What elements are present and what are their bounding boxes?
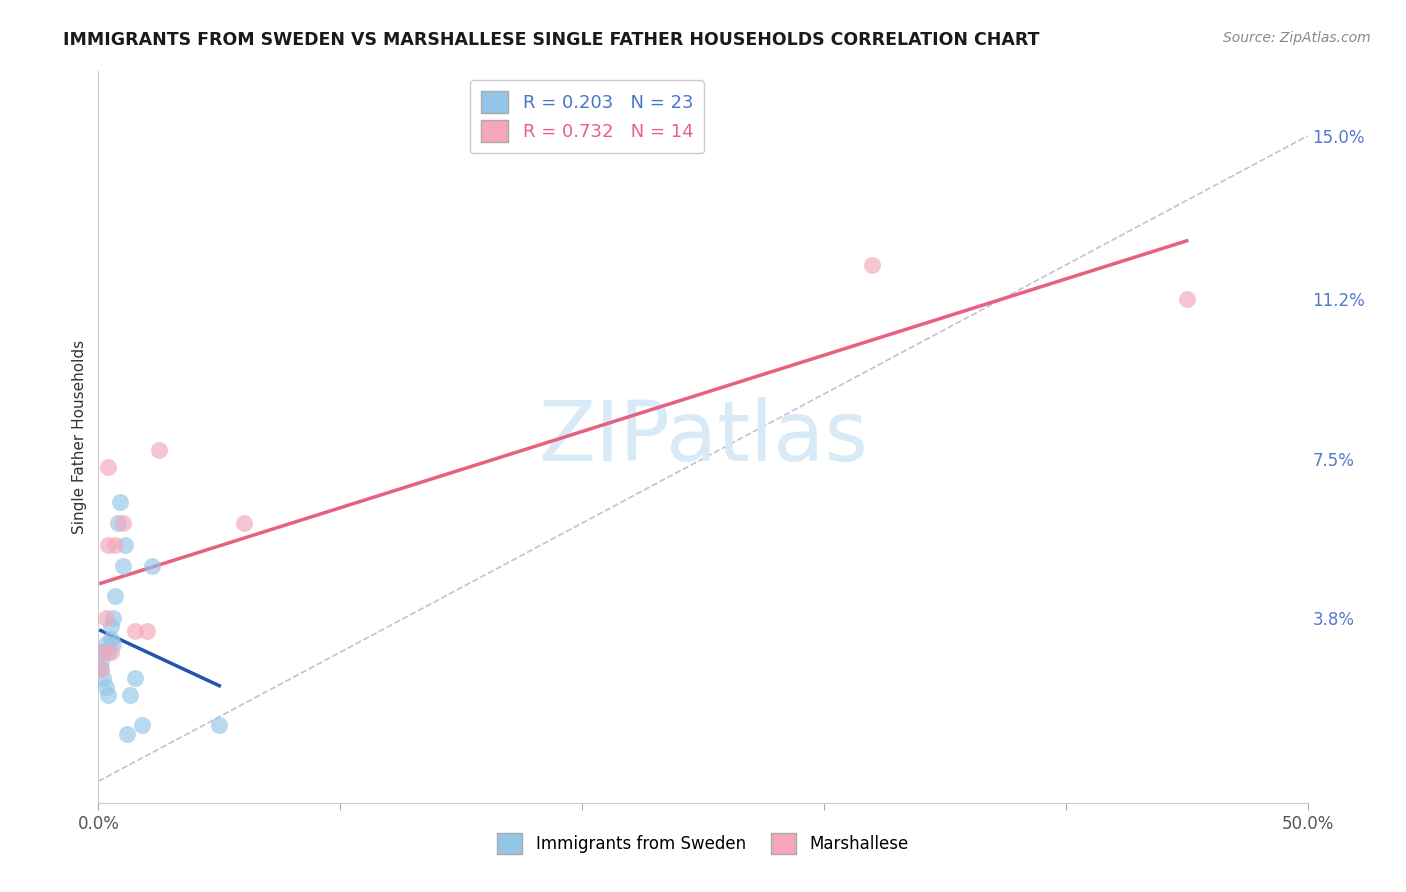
Legend: Immigrants from Sweden, Marshallese: Immigrants from Sweden, Marshallese — [491, 827, 915, 860]
Point — [124, 624, 146, 638]
Point — [117, 727, 139, 741]
Point — [97, 688, 120, 702]
Point — [100, 619, 122, 633]
Point — [118, 688, 141, 702]
Point — [91, 671, 114, 685]
Point — [101, 611, 124, 625]
Point — [208, 718, 231, 732]
Point — [124, 671, 146, 685]
Point — [135, 624, 157, 638]
Point — [100, 632, 122, 647]
Point — [90, 654, 112, 668]
Y-axis label: Single Father Households: Single Father Households — [72, 340, 87, 534]
Point — [111, 516, 134, 530]
Point — [1175, 293, 1198, 307]
Point — [111, 559, 134, 574]
Text: IMMIGRANTS FROM SWEDEN VS MARSHALLESE SINGLE FATHER HOUSEHOLDS CORRELATION CHART: IMMIGRANTS FROM SWEDEN VS MARSHALLESE SI… — [63, 31, 1040, 49]
Point — [104, 589, 127, 603]
Point — [94, 637, 117, 651]
Point — [232, 516, 254, 530]
Point — [90, 662, 112, 676]
Point — [131, 718, 153, 732]
Point — [860, 258, 883, 272]
Point — [108, 494, 131, 508]
Text: Source: ZipAtlas.com: Source: ZipAtlas.com — [1223, 31, 1371, 45]
Point — [91, 645, 114, 659]
Point — [148, 442, 170, 457]
Point — [101, 637, 124, 651]
Point — [141, 559, 163, 574]
Point — [94, 611, 117, 625]
Point — [91, 645, 114, 659]
Point — [97, 645, 120, 659]
Point — [97, 538, 120, 552]
Point — [97, 460, 120, 475]
Point — [100, 645, 122, 659]
Point — [107, 516, 129, 530]
Point — [90, 662, 112, 676]
Point — [114, 538, 136, 552]
Text: ZIPatlas: ZIPatlas — [538, 397, 868, 477]
Point — [94, 680, 117, 694]
Point — [104, 538, 127, 552]
